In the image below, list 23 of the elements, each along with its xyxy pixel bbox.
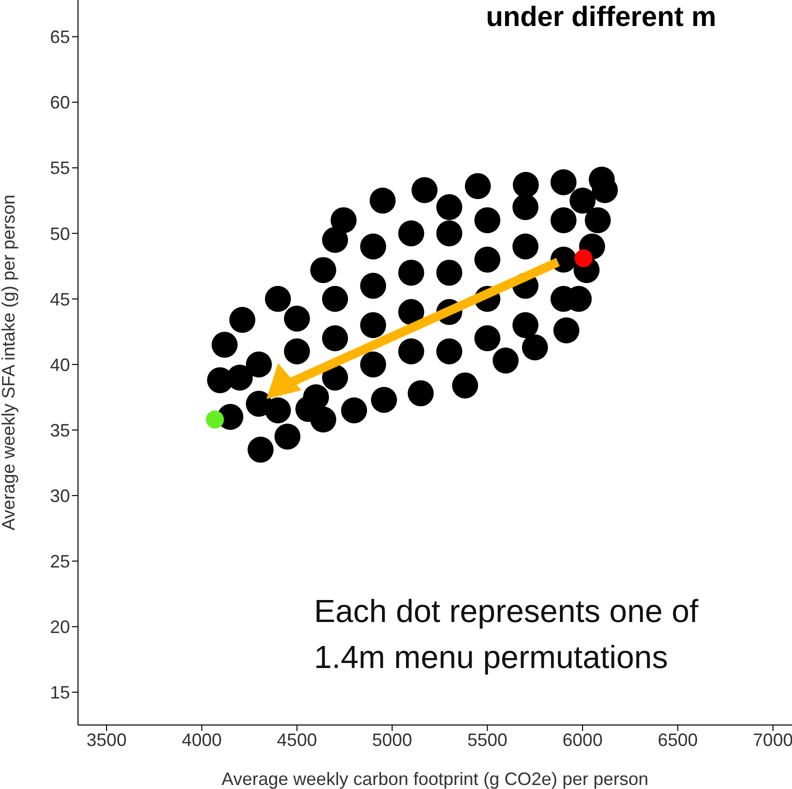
x-tick-label: 6000 bbox=[562, 730, 603, 750]
y-tick-label: 55 bbox=[50, 158, 70, 178]
y-tick-label: 30 bbox=[50, 486, 70, 506]
y-tick-label: 65 bbox=[50, 27, 70, 48]
y-tick-label: 40 bbox=[50, 354, 70, 375]
y-tick-label: 60 bbox=[50, 92, 70, 113]
x-axis-title: Average weekly carbon footprint (g CO2e) per person bbox=[222, 769, 648, 789]
x-tick-label: 5500 bbox=[467, 730, 508, 750]
y-tick-label: 20 bbox=[50, 617, 70, 638]
x-tick-label: 6500 bbox=[658, 730, 698, 750]
x-tick-label: 4000 bbox=[182, 730, 222, 750]
chart-title: under different m bbox=[486, 1, 716, 32]
y-tick-label: 15 bbox=[50, 682, 70, 703]
annotation: Each dot represents one of 1.4m menu permutations bbox=[314, 592, 698, 677]
y-tick-label: 25 bbox=[50, 552, 70, 572]
x-tick-label: 4500 bbox=[276, 730, 317, 750]
x-tick-label: 5000 bbox=[372, 730, 412, 750]
y-tick-label: 50 bbox=[50, 224, 70, 244]
y-tick-label: 35 bbox=[50, 420, 70, 440]
x-tick-label: 7000 bbox=[752, 730, 792, 750]
y-axis-title: Average weekly SFA intake (g) per person bbox=[0, 194, 18, 530]
x-tick-label: 3500 bbox=[86, 730, 127, 750]
y-tick-label: 45 bbox=[50, 289, 70, 310]
